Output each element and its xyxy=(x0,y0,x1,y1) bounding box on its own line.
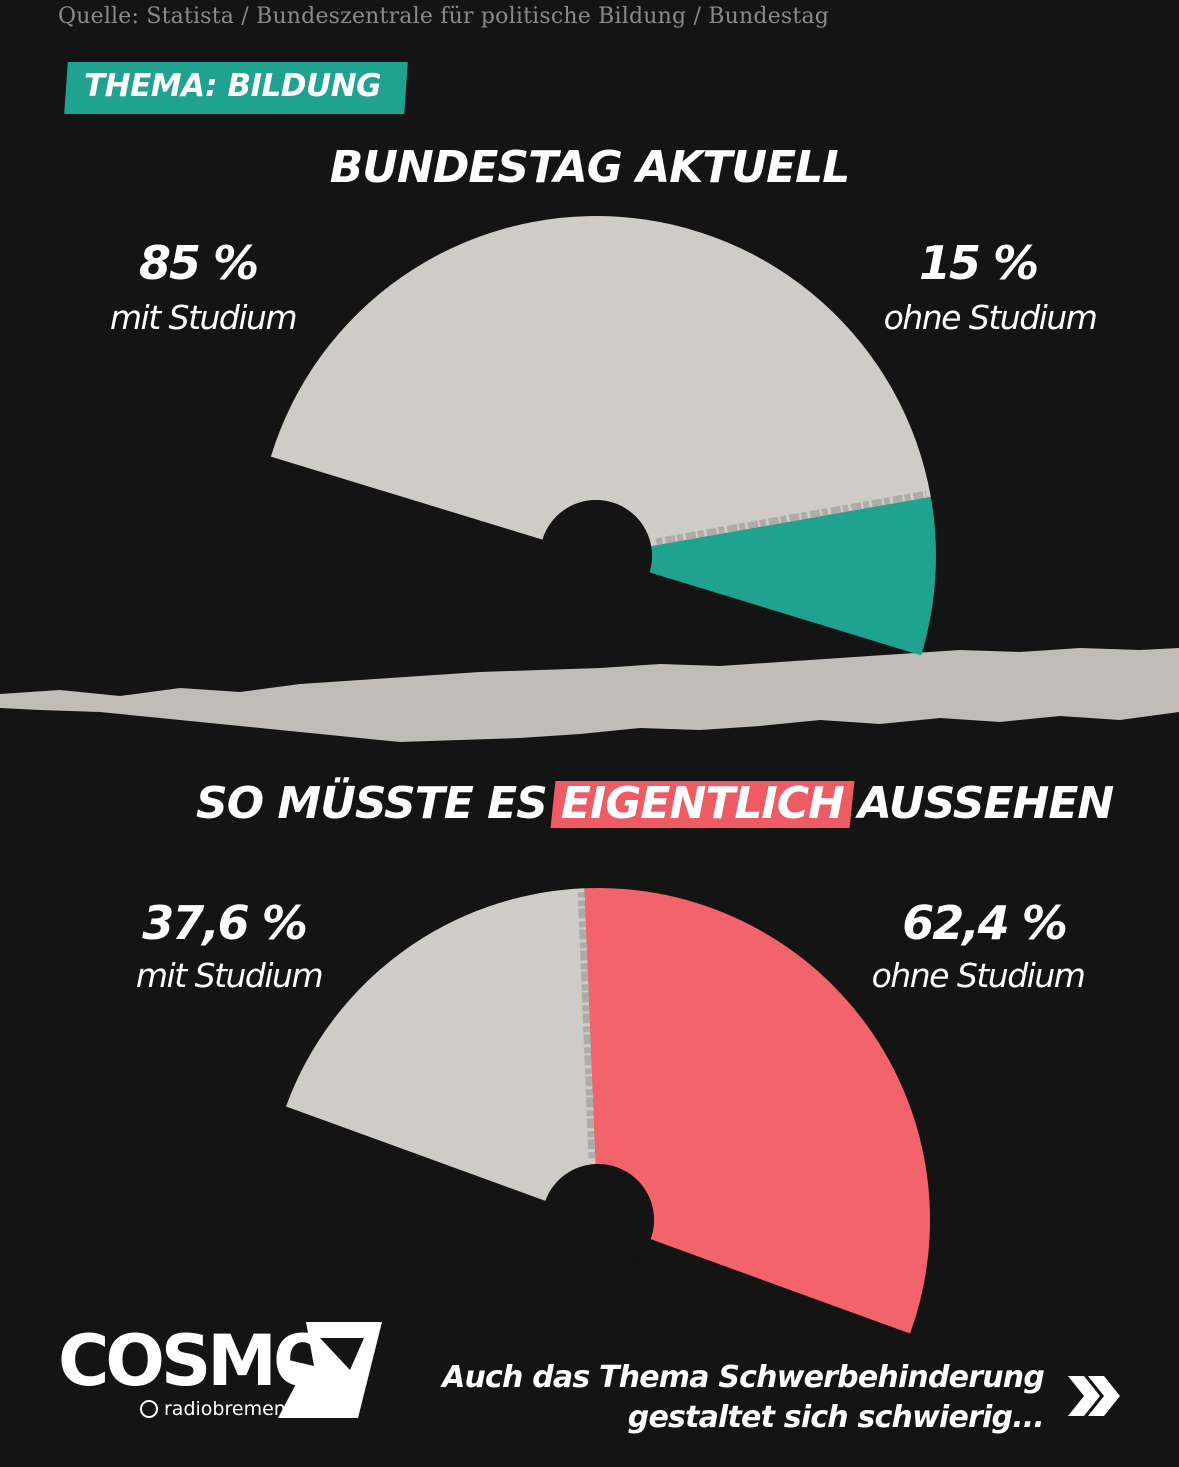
double-chevron-right-icon[interactable] xyxy=(1064,1372,1124,1420)
gauge-slice-ohne-studium xyxy=(649,496,936,656)
series-label-ohne-studium-current: ohne Studium xyxy=(883,298,1098,337)
gauge-center-hole xyxy=(542,1164,654,1276)
gauge-slice-mit-studium xyxy=(270,215,931,547)
headline-ideal-highlight-box: EIGENTLICH xyxy=(553,778,852,829)
gauge-chart-current xyxy=(270,215,936,656)
logo-subbrand: radiobremen xyxy=(164,1398,286,1420)
footer-teaser: Auch das Thema Schwerbehinderung gestalt… xyxy=(442,1358,1045,1438)
headline-ideal-after: AUSSEHEN xyxy=(857,778,1114,829)
value-label-ohne-studium-current: 15 % xyxy=(918,236,1039,290)
source-note: Quelle: Statista / Bundeszentrale für po… xyxy=(58,4,830,29)
gauge-center-hole xyxy=(540,500,652,612)
value-label-mit-studium-current: 85 % xyxy=(138,236,259,290)
series-label-mit-studium-ideal: mit Studium xyxy=(135,956,324,995)
torn-edge xyxy=(577,891,603,1159)
value-label-ohne-studium-ideal: 62,4 % xyxy=(902,896,1068,950)
footer-line-1: Auch das Thema Schwerbehinderung xyxy=(442,1360,1045,1395)
headline-ideal: SO MÜSSTE ES EIGENTLICH AUSSEHEN xyxy=(196,778,1114,829)
gauge-slice-mit-studium xyxy=(286,888,596,1201)
headline-ideal-before: SO MÜSSTE ES xyxy=(196,778,548,829)
footer-line-2: gestaltet sich schwierig... xyxy=(627,1400,1045,1435)
value-label-mit-studium-ideal: 37,6 % xyxy=(142,896,308,950)
series-label-mit-studium-current: mit Studium xyxy=(109,298,298,337)
headline-ideal-highlight: EIGENTLICH xyxy=(560,778,845,829)
cosmo-logo-icon xyxy=(278,1322,382,1418)
topic-tag: THEMA: BILDUNG xyxy=(84,68,382,104)
torn-paper-divider xyxy=(0,648,1179,742)
headline-current: BUNDESTAG AKTUELL xyxy=(329,142,850,193)
gauge-chart-ideal xyxy=(286,888,930,1334)
radio-bremen-icon xyxy=(140,1400,158,1418)
series-label-ohne-studium-ideal: ohne Studium xyxy=(871,956,1086,995)
gauge-slice-ohne-studium xyxy=(584,888,930,1334)
